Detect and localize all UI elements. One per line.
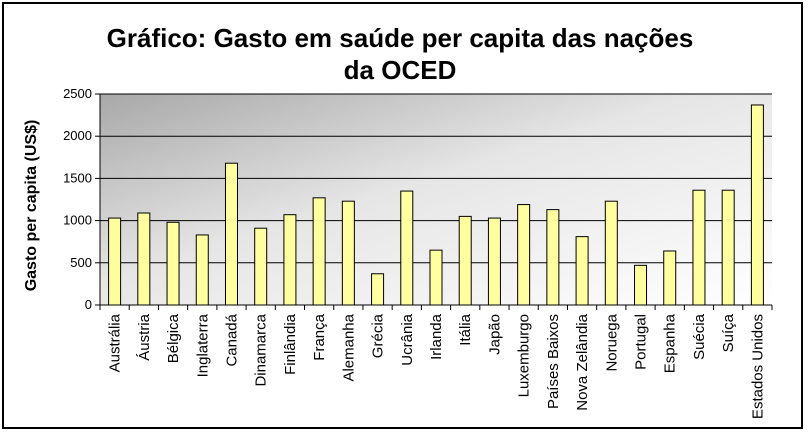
bar	[312, 197, 326, 306]
bar	[371, 273, 385, 306]
y-axis-label: Gasto per capita (US$)	[23, 120, 40, 292]
bar	[575, 236, 589, 306]
bar	[429, 249, 443, 306]
bar	[663, 250, 677, 306]
x-tick-label: Irlanda	[428, 313, 445, 360]
bar	[137, 212, 151, 306]
y-tick-label: 0	[85, 297, 92, 312]
x-tick-label: Alemanha	[340, 313, 357, 381]
x-tick-label: Estados Unidos	[749, 314, 766, 419]
x-tick-label: Canadá	[223, 313, 240, 366]
y-tick-label: 2000	[63, 128, 92, 143]
bar	[634, 264, 648, 306]
bar	[166, 221, 180, 306]
x-tick-label: Austrália	[107, 313, 124, 372]
bar	[604, 200, 618, 306]
chart-title: Gráfico: Gasto em saúde per capita das n…	[106, 23, 694, 85]
bar	[254, 227, 268, 306]
x-tick-label: Áustria	[136, 313, 153, 360]
x-tick-label: Países Baixos	[545, 314, 562, 409]
bar	[750, 104, 764, 306]
x-tick-label: Suécia	[691, 313, 708, 360]
y-tick-label: 1000	[63, 213, 92, 228]
bar	[224, 162, 238, 306]
x-tick-label: Inglaterra	[194, 313, 211, 377]
bar	[108, 217, 122, 306]
bar	[458, 215, 472, 306]
x-tick-label: Portugal	[633, 314, 650, 370]
bar	[721, 189, 735, 306]
x-tick-label: França	[311, 313, 328, 360]
bar	[517, 204, 531, 306]
x-tick-label: Espanha	[662, 313, 679, 373]
bar	[487, 217, 501, 306]
axes: 0 500 1000 1500 2000 2500 Austrália Áustria Bélg…	[63, 86, 773, 419]
bar	[195, 234, 209, 306]
x-tick-label: Dinamarca	[253, 313, 270, 386]
x-tick-label: Suíça	[720, 313, 737, 352]
bar	[283, 214, 297, 306]
bar	[546, 209, 560, 306]
x-tick-label: Grécia	[370, 313, 387, 358]
bars	[108, 104, 764, 306]
x-tick-label: Japão	[486, 314, 503, 355]
x-tick-label: Nova Zelândia	[574, 313, 591, 410]
y-tick-label: 2500	[63, 86, 92, 101]
x-tick-label: Ucrânia	[399, 313, 416, 365]
y-tick-label: 1500	[63, 170, 92, 185]
x-tick-label: Bélgica	[165, 313, 182, 363]
x-tick-label: Noruega	[603, 313, 620, 371]
bar	[692, 189, 706, 306]
x-tick-label: Finlândia	[282, 313, 299, 375]
y-tick-label: 500	[70, 255, 92, 270]
bar	[341, 200, 355, 306]
x-tick-label: Itália	[457, 313, 474, 345]
bar	[400, 190, 414, 306]
x-tick-label: Luxemburgo	[516, 314, 533, 397]
